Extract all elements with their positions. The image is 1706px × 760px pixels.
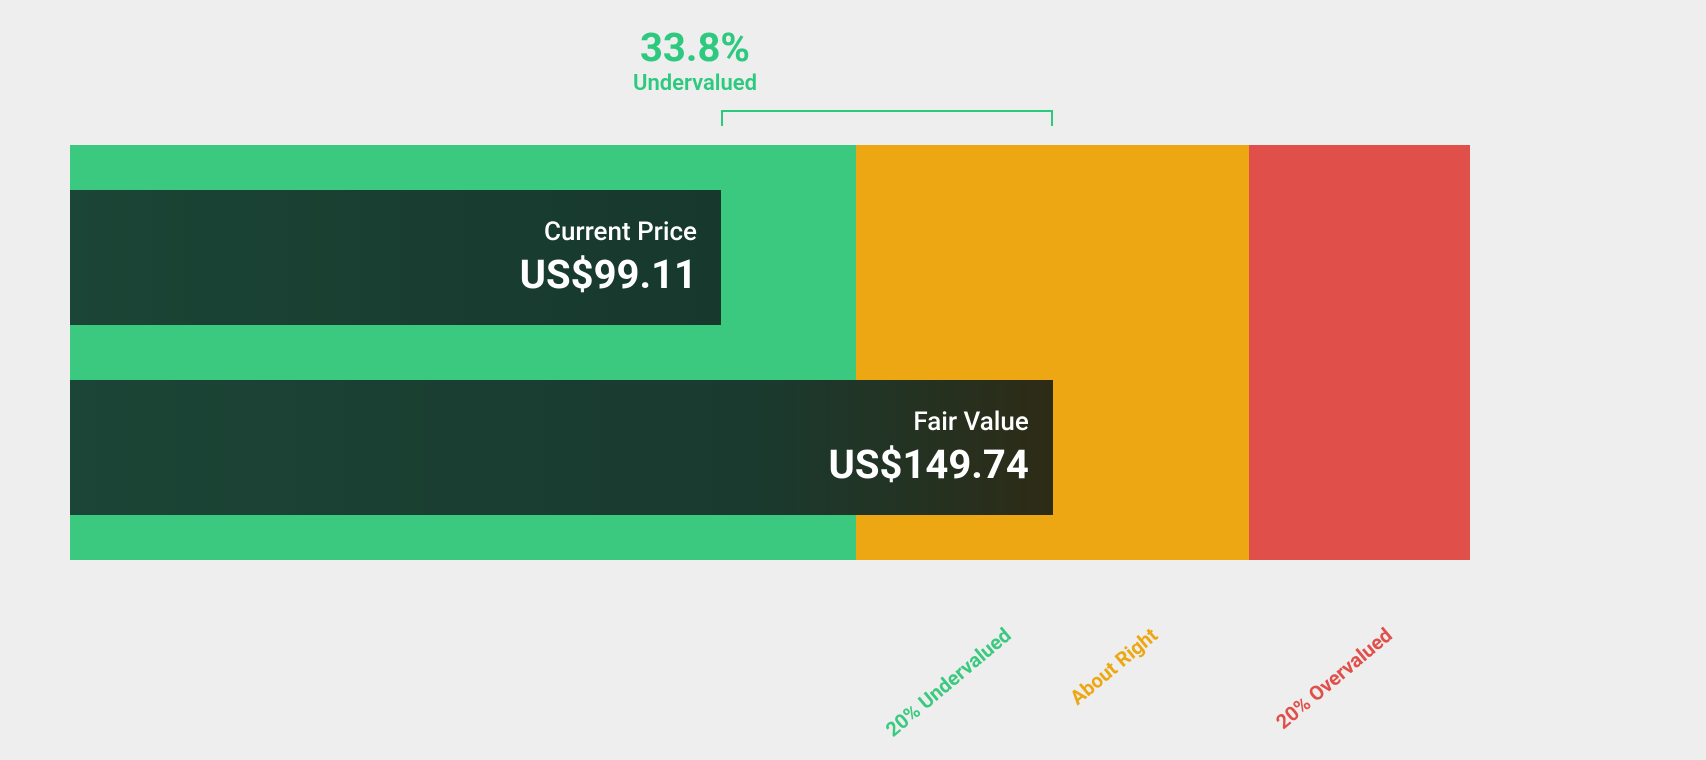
callout-percentage: 33.8% xyxy=(555,24,835,71)
axis-label-undervalued: 20% Undervalued xyxy=(881,623,1016,742)
callout-status: Undervalued xyxy=(555,71,835,96)
current-price-value: US$99.11 xyxy=(520,251,697,298)
fair-value-bar: Fair Value US$149.74 xyxy=(70,380,1053,515)
current-price-bar: Current Price US$99.11 xyxy=(70,190,721,325)
valuation-callout: 33.8% Undervalued xyxy=(555,24,835,96)
axis-label-overvalued: 20% Overvalued xyxy=(1271,623,1397,734)
current-price-label: Current Price xyxy=(544,217,697,247)
valuation-chart: Current Price US$99.11 Fair Value US$149… xyxy=(70,145,1470,560)
callout-bracket xyxy=(721,110,1053,112)
zone-overvalued xyxy=(1249,145,1470,560)
fair-value-value: US$149.74 xyxy=(829,441,1029,488)
fair-value-label: Fair Value xyxy=(913,407,1028,437)
axis-label-about-right: About Right xyxy=(1066,623,1163,710)
